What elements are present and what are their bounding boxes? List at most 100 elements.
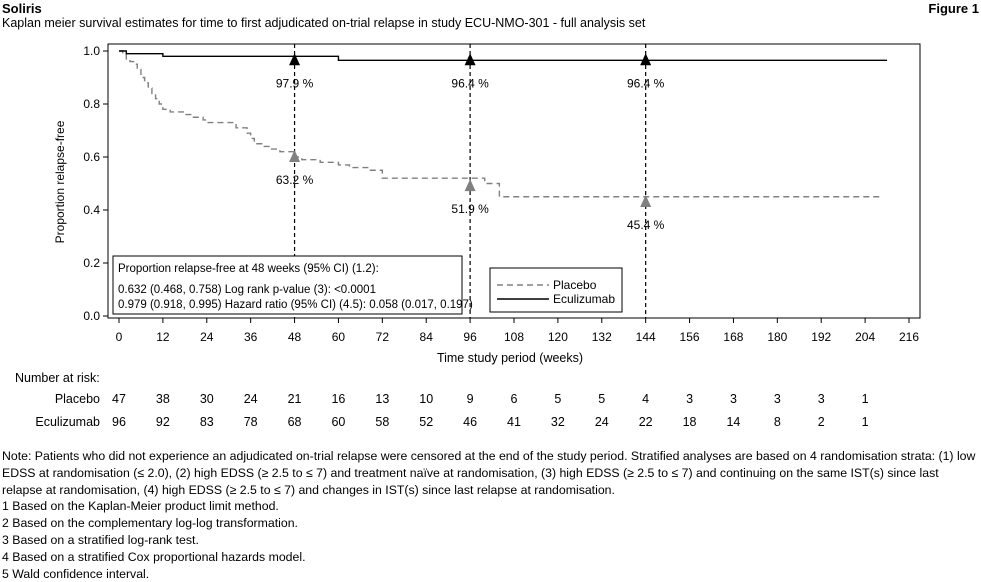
footnotes: Note: Patients who did not experience an… [2,448,977,582]
x-tick-label: 60 [332,330,346,344]
x-tick-label: 180 [767,330,787,344]
risk-cell: 30 [199,392,214,406]
risk-cell: 78 [243,415,258,429]
brand-name: Soliris [2,1,42,16]
risk-cell: 52 [419,415,434,429]
x-tick-label: 24 [200,330,214,344]
x-tick-label: 120 [548,330,568,344]
marker-label-eculizumab: 96.4 % [627,76,665,90]
legend-label-eculizumab: Eculizumab [553,292,615,306]
y-tick-label: 0.0 [83,309,100,323]
timepoint-markers: 63.2 % 51.9 % 45.4 % 97.9 % 96.4 % 96.4 % [276,53,665,232]
curve-placebo [119,50,880,198]
y-tick-label: 0.4 [83,203,100,217]
risk-table-title: Number at risk: [15,371,100,385]
risk-cell: 24 [594,415,609,429]
footnote-5: 5 Wald confidence interval. [2,566,150,581]
marker-eculizumab [464,53,476,66]
y-tick-label: 0.2 [83,256,100,270]
chart-axes: 0 12 24 36 48 60 72 84 96 108 120 132 144 156 168 180 19… [83,43,921,344]
stats-box: Proportion relapse-free at 48 weeks (95%… [112,255,473,315]
risk-cell: 24 [243,392,258,406]
survival-curves [119,50,888,198]
marker-label-placebo: 45.4 % [627,218,665,232]
stats-box-title: Proportion relapse-free at 48 weeks (95%… [118,263,379,275]
risk-row-label: Placebo [54,392,100,406]
risk-cell: 5 [554,392,562,406]
footnote-main: Note: Patients who did not experience an… [2,449,976,497]
marker-label-placebo: 51.9 % [451,202,489,216]
risk-cell: 1 [861,392,869,406]
km-chart: 0 12 24 36 48 60 72 84 96 108 120 132 144 156 168 180 19… [53,43,921,365]
risk-cell: 18 [682,415,697,429]
footnote-1: 1 Based on the Kaplan-Meier product limi… [2,499,279,514]
legend-label-placebo: Placebo [553,278,597,292]
stats-box-frame [112,255,463,315]
stats-box-line-2: 0.979 (0.918, 0.995) Hazard ratio (95% C… [118,299,473,311]
risk-cell: 10 [419,392,434,406]
footnote-2: 2 Based on the complementary log-log tra… [2,516,298,531]
y-tick-label: 0.6 [83,150,100,164]
risk-cell: 13 [375,392,390,406]
figure-label: Figure 1 [928,1,979,16]
marker-placebo [464,179,476,192]
marker-label-placebo: 63.2 % [276,173,314,187]
risk-cell: 16 [331,392,346,406]
risk-cell: 2 [817,415,825,429]
risk-cell: 14 [726,415,741,429]
stats-box-line-1: 0.632 (0.468, 0.758) Log rank p-value (3… [118,284,376,296]
risk-cell: 8 [773,415,781,429]
x-tick-label: 132 [592,330,612,344]
risk-cell: 60 [331,415,346,429]
risk-cell: 38 [155,392,170,406]
x-tick-label: 72 [376,330,390,344]
risk-cell: 96 [112,415,126,429]
x-tick-label: 108 [504,330,524,344]
risk-cell: 3 [686,392,694,406]
y-axis-label: Proportion relapse-free [53,120,67,243]
x-tick-label: 12 [156,330,170,344]
risk-cell: 41 [507,415,521,429]
x-tick-label: 168 [723,330,743,344]
x-tick-label: 216 [899,330,919,344]
footnote-3: 3 Based on a stratified log-rank test. [2,532,199,547]
risk-cell: 68 [287,415,302,429]
risk-cell: 47 [112,392,126,406]
risk-cell: 92 [155,415,170,429]
risk-cell: 83 [199,415,214,429]
risk-row-label: Eculizumab [35,415,100,429]
x-tick-label: 0 [116,330,123,344]
marker-label-eculizumab: 96.4 % [451,76,489,90]
risk-cell: 3 [773,392,781,406]
risk-cell: 46 [463,415,478,429]
curve-eculizumab [119,50,888,61]
risk-cell: 58 [375,415,390,429]
x-tick-label: 48 [288,330,302,344]
x-axis-label: Time study period (weeks) [437,351,583,365]
marker-eculizumab [640,53,652,66]
risk-cell: 22 [638,415,653,429]
risk-cell: 9 [466,392,474,406]
risk-cell: 3 [729,392,737,406]
risk-cell: 21 [287,392,302,406]
x-tick-label: 36 [244,330,258,344]
marker-label-eculizumab: 97.9 % [276,76,314,90]
x-tick-label: 96 [463,330,477,344]
x-tick-label: 192 [811,330,831,344]
chart-title: Kaplan meier survival estimates for time… [2,16,646,30]
legend: Placebo Eculizumab [489,267,623,313]
x-tick-label: 84 [420,330,434,344]
x-tick-label: 156 [680,330,700,344]
risk-cell: 5 [598,392,606,406]
risk-cell: 6 [510,392,518,406]
risk-cell: 32 [550,415,565,429]
legend-frame [489,267,623,313]
risk-cell: 3 [817,392,825,406]
risk-cell: 1 [861,415,869,429]
y-tick-label: 1.0 [83,44,100,58]
y-tick-label: 0.8 [83,97,100,111]
marker-eculizumab [289,53,301,66]
footnote-4: 4 Based on a stratified Cox proportional… [2,549,306,564]
marker-placebo [640,195,652,208]
marker-placebo [289,150,301,162]
